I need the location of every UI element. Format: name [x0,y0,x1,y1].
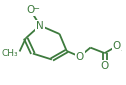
Text: O: O [76,52,84,62]
Text: N: N [36,20,44,31]
Text: O: O [26,5,35,15]
Text: O: O [101,61,109,71]
Text: −: − [32,4,39,13]
Text: CH₃: CH₃ [2,49,19,58]
Text: O: O [112,41,121,51]
